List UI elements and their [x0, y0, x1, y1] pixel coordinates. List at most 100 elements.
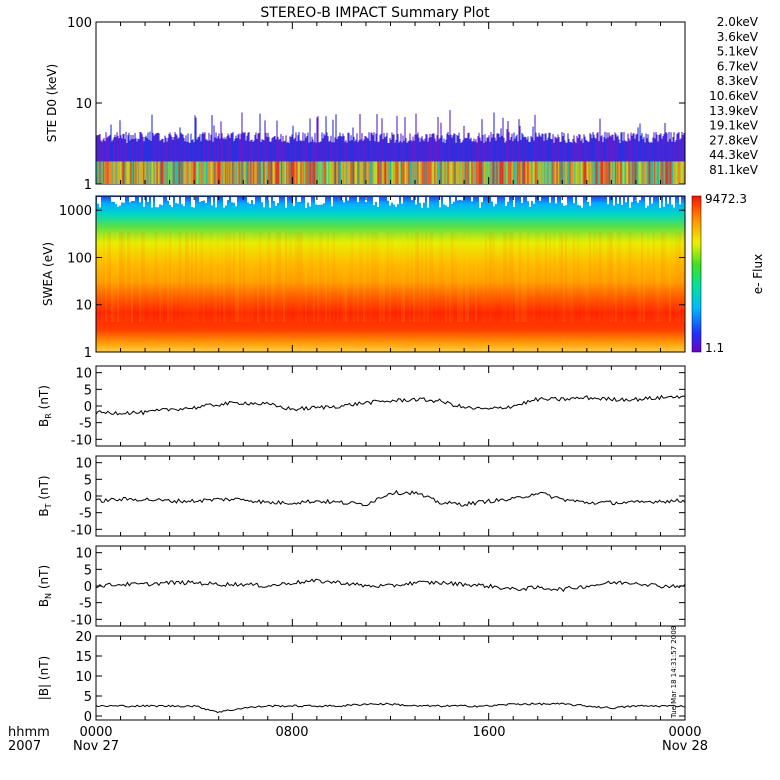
swea-streak — [293, 232, 295, 322]
swea-gap — [285, 197, 287, 208]
swea-gap — [471, 197, 473, 202]
swea-streak — [395, 232, 397, 322]
swea-gap — [211, 197, 213, 206]
swea-gap — [579, 197, 581, 206]
swea-streak — [163, 232, 165, 322]
swea-streak — [151, 232, 153, 322]
time-tick-2: 1600 — [472, 725, 505, 740]
swea-gap — [613, 197, 615, 206]
swea-gap — [307, 197, 309, 203]
swea-streak — [407, 232, 409, 322]
swea-streak — [435, 232, 437, 322]
swea-streak — [563, 232, 565, 322]
swea-streak — [221, 232, 223, 322]
ste-legend-item: 44.3keV — [709, 148, 759, 162]
swea-streak — [261, 232, 263, 322]
swea-gap — [305, 197, 307, 208]
swea-streak — [109, 232, 111, 322]
swea-streak — [519, 232, 521, 322]
swea-panel: SWEA (eV) 9472.3 1.1 e- Flux — [41, 192, 765, 355]
br-ylabel: BR (nT) — [37, 385, 53, 427]
swea-gap — [183, 197, 185, 207]
bmag-ytick-label: 15 — [75, 650, 92, 665]
swea-gap — [625, 197, 627, 203]
swea-streak — [161, 232, 163, 322]
swea-streak — [153, 232, 155, 322]
swea-streak — [115, 232, 117, 322]
swea-gap — [227, 197, 229, 201]
swea-gap — [493, 197, 495, 207]
swea-streak — [243, 232, 245, 322]
swea-gap — [317, 197, 319, 205]
swea-streak — [475, 232, 477, 322]
swea-streak — [465, 232, 467, 322]
swea-streak — [375, 232, 377, 322]
swea-streak — [463, 232, 465, 322]
swea-streak — [193, 232, 195, 322]
bt-frame — [95, 455, 686, 537]
swea-gap — [581, 197, 583, 208]
ste-ytick-label: 1 — [84, 178, 92, 193]
swea-gap — [225, 197, 227, 206]
swea-streak — [181, 232, 183, 322]
swea-streak — [349, 232, 351, 322]
swea-streak — [523, 232, 525, 322]
swea-streak — [129, 232, 131, 322]
swea-streak — [681, 232, 683, 322]
swea-gap — [531, 197, 533, 202]
swea-gap — [299, 197, 301, 202]
swea-gap — [277, 197, 279, 203]
swea-gap — [159, 197, 161, 205]
swea-streak — [419, 232, 421, 322]
swea-streak — [467, 232, 469, 322]
swea-gap — [223, 197, 225, 208]
swea-gap — [671, 197, 673, 205]
ste-legend-item: 6.7keV — [717, 59, 759, 73]
swea-gap — [97, 197, 99, 204]
swea-streak — [619, 232, 621, 322]
swea-streak — [207, 232, 209, 322]
swea-streak — [555, 232, 557, 322]
swea-gap — [387, 197, 389, 201]
swea-streak — [579, 232, 581, 322]
swea-gap — [231, 197, 233, 203]
swea-streak — [501, 232, 503, 322]
swea-streak — [591, 232, 593, 322]
swea-streak — [335, 232, 337, 322]
swea-gap — [357, 197, 359, 203]
swea-streak — [131, 232, 133, 322]
swea-streak — [497, 232, 499, 322]
bt-ylabel: BT (nT) — [37, 475, 53, 516]
swea-streak — [211, 232, 213, 322]
ste-ytick-label: 100 — [67, 16, 92, 31]
swea-streak — [421, 232, 423, 322]
swea-streak — [203, 232, 205, 322]
swea-streak — [155, 232, 157, 322]
swea-gap — [565, 197, 567, 206]
swea-streak — [653, 232, 655, 322]
swea-streak — [279, 232, 281, 322]
swea-gap — [249, 197, 251, 204]
swea-gap — [113, 197, 115, 203]
swea-gap — [193, 197, 195, 208]
swea-streak — [385, 232, 387, 322]
swea-streak — [323, 232, 325, 322]
swea-streak — [491, 232, 493, 322]
swea-gap — [233, 197, 235, 203]
swea-streak — [505, 232, 507, 322]
swea-streak — [235, 232, 237, 322]
swea-streak — [549, 232, 551, 322]
swea-streak — [635, 232, 637, 322]
swea-streak — [489, 232, 491, 322]
swea-gap — [481, 197, 483, 203]
swea-gap — [155, 197, 157, 208]
time-tick-0: 0000 — [79, 725, 112, 740]
swea-streak — [571, 232, 573, 322]
swea-streak — [167, 232, 169, 322]
swea-streak — [425, 232, 427, 322]
swea-streak — [593, 232, 595, 322]
swea-streak — [333, 232, 335, 322]
swea-gap — [199, 197, 201, 203]
swea-gap — [401, 197, 403, 204]
swea-streak — [271, 232, 273, 322]
